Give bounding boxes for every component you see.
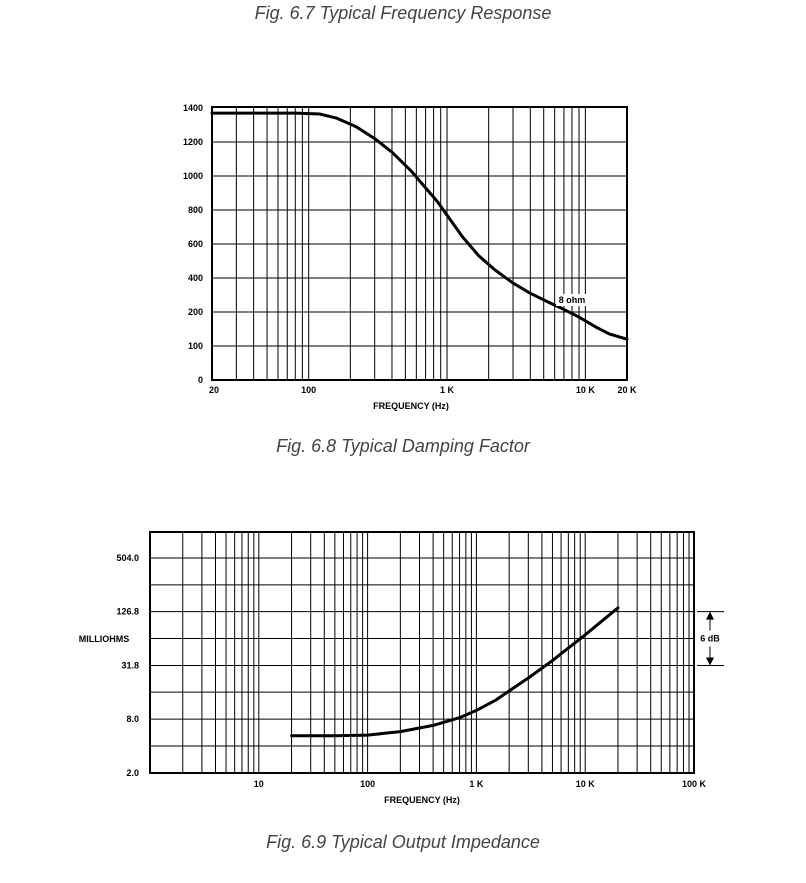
figure-6-8-caption: Fig. 6.8 Typical Damping Factor: [276, 436, 530, 456]
x-tick-label: 10: [254, 779, 264, 789]
x-tick-label: 20: [209, 385, 219, 395]
series-label-8-ohm: 8 ohm: [559, 295, 586, 305]
marker-arrow-down: [706, 657, 714, 666]
y-tick-label: 504.0: [116, 553, 139, 563]
y-tick-label: 800: [188, 205, 203, 215]
plot-frame: [149, 531, 695, 774]
y-tick-label: 1000: [183, 171, 203, 181]
damping-factor-chart: 0 100 200 400 600 800 1000 1200 1400 20 100 1 K 10 K…: [183, 103, 637, 411]
x-tick-label: 100: [360, 779, 375, 789]
x-tick-label: 100: [301, 385, 316, 395]
x-axis-label: FREQUENCY (Hz): [373, 401, 449, 411]
x-tick-label: 1 K: [469, 779, 484, 789]
x-tick-label: 20 K: [617, 385, 637, 395]
x-tick-label: 1 K: [440, 385, 455, 395]
y-axis-label: MILLIOHMS: [79, 634, 130, 644]
y-tick-label: 31.8: [121, 660, 139, 670]
marker-arrow-up: [706, 611, 714, 620]
y-tick-label: 0: [198, 375, 203, 385]
x-tick-label: 10 K: [576, 779, 596, 789]
y-tick-label: 8.0: [126, 714, 139, 724]
y-tick-label: 1200: [183, 137, 203, 147]
y-tick-label: 200: [188, 307, 203, 317]
x-tick-label: 10 K: [576, 385, 596, 395]
plot-frame: [211, 106, 628, 381]
figure-6-9-caption: Fig. 6.9 Typical Output Impedance: [266, 832, 540, 852]
figure-6-7-caption: Fig. 6.7 Typical Frequency Response: [254, 3, 552, 23]
six-db-label: 6 dB: [700, 634, 720, 644]
y-tick-label: 600: [188, 239, 203, 249]
output-impedance-curve: [290, 606, 620, 738]
x-axis-label: FREQUENCY (Hz): [384, 795, 460, 805]
y-tick-label: 100: [188, 341, 203, 351]
y-tick-label: 126.8: [116, 607, 139, 617]
annotation-background: [556, 294, 588, 306]
x-tick-label: 100 K: [682, 779, 707, 789]
y-tick-label: 400: [188, 273, 203, 283]
damping-factor-curve: [210, 111, 629, 341]
y-tick-label: 2.0: [126, 768, 139, 778]
y-tick-label: 1400: [183, 103, 203, 113]
